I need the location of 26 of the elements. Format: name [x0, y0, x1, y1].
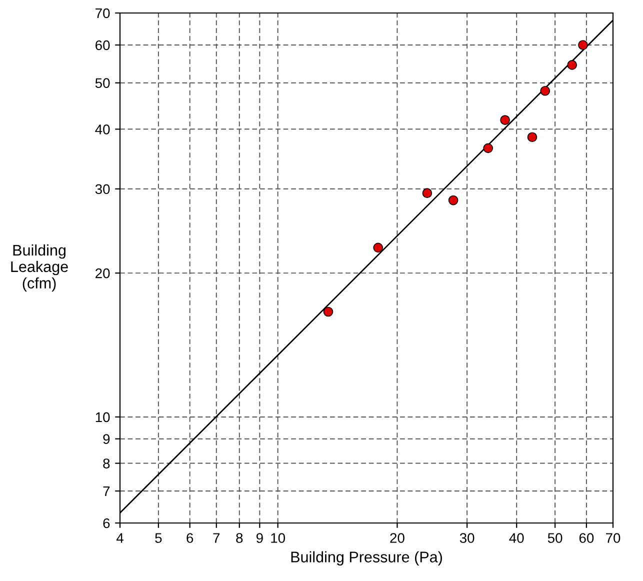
y-tick-label: 10: [96, 412, 110, 422]
y-tick-label: 30: [95, 184, 110, 194]
x-tick-label: 7: [213, 533, 220, 543]
x-tick-label: 5: [155, 533, 162, 543]
x-tick-label: 30: [460, 533, 474, 543]
x-tick-label: 50: [548, 533, 562, 543]
y-axis-title: Building Leakage (cfm): [11, 244, 68, 292]
y-tick-label: 8: [103, 458, 110, 468]
y-tick-label: 20: [96, 268, 110, 278]
y-tick-label: 60: [96, 40, 110, 50]
y-tick-label: 70: [96, 8, 110, 18]
x-tick-label: 40: [509, 533, 524, 543]
x-tick-label: 9: [256, 533, 263, 543]
x-tick-label: 6: [186, 533, 194, 543]
y-tick-label: 40: [95, 124, 110, 134]
x-tick-label: 4: [116, 533, 124, 543]
x-tick-label: 70: [606, 533, 620, 543]
x-axis-title: Building Pressure (Pa): [291, 551, 442, 566]
y-tick-label: 6: [103, 518, 110, 528]
x-tick-label: 20: [390, 533, 404, 543]
y-tick-label: 50: [95, 78, 110, 88]
y-tick-label: 7: [103, 486, 110, 496]
x-tick-label: 60: [579, 533, 594, 543]
x-tick-label: 8: [236, 533, 243, 543]
y-tick-label: 9: [103, 434, 110, 444]
x-tick-label: 10: [271, 533, 286, 543]
